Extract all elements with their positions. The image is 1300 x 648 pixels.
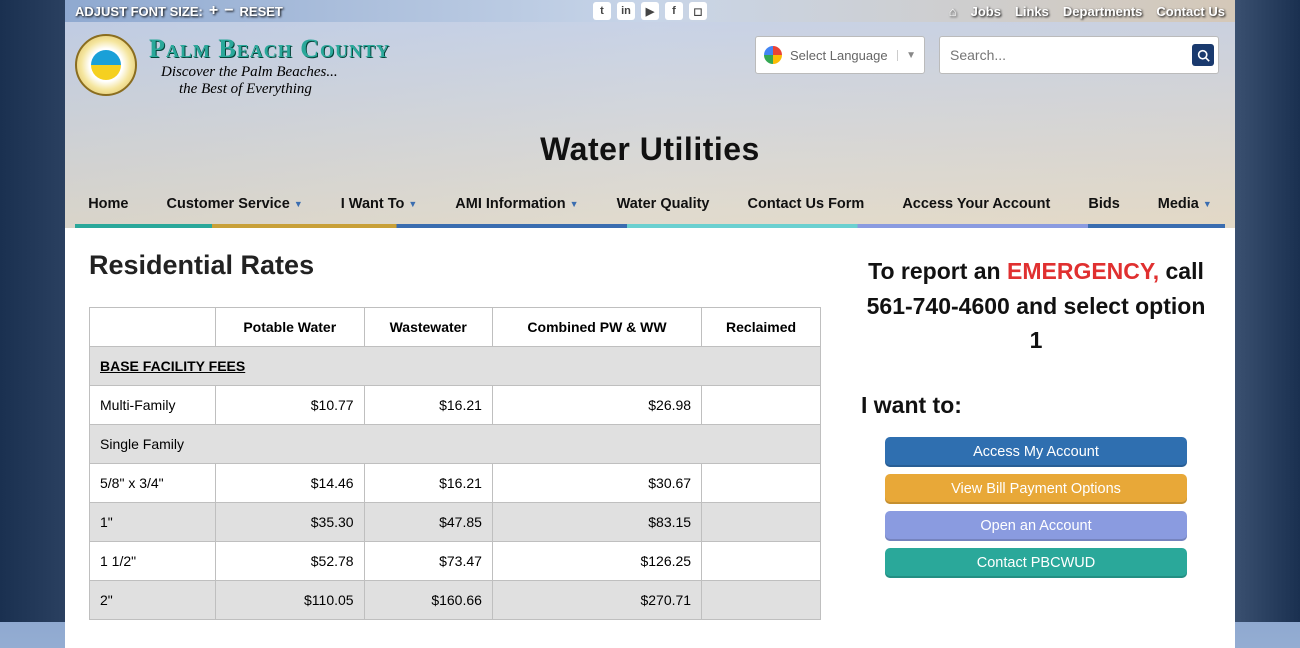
row-label: 1 1/2" — [90, 542, 216, 581]
row-label: Single Family — [90, 425, 821, 464]
font-plus-icon[interactable]: + — [209, 2, 218, 20]
nav-water-quality[interactable]: Water Quality — [617, 196, 710, 212]
nav-contact-form[interactable]: Contact Us Form — [748, 196, 865, 212]
nav-access-account[interactable]: Access Your Account — [902, 196, 1050, 212]
row-label: 5/8" x 3/4" — [90, 464, 216, 503]
row-value — [702, 581, 821, 620]
table-header-row: Potable Water Wastewater Combined PW & W… — [90, 308, 821, 347]
nav-customer-service[interactable]: Customer Service▼ — [167, 196, 303, 212]
row-value — [702, 464, 821, 503]
page-title: Residential Rates — [89, 250, 821, 281]
btn-access-account[interactable]: Access My Account — [885, 437, 1187, 467]
facebook-icon[interactable]: f — [665, 2, 683, 20]
nav-media[interactable]: Media▼ — [1158, 196, 1212, 212]
row-value: $26.98 — [492, 386, 701, 425]
brand-title: Palm Beach County — [149, 34, 390, 64]
row-label: 1" — [90, 503, 216, 542]
row-value: $35.30 — [215, 503, 364, 542]
chevron-down-icon: ▼ — [1203, 199, 1212, 209]
th-wastewater: Wastewater — [364, 308, 492, 347]
th-potable: Potable Water — [215, 308, 364, 347]
search-input[interactable] — [950, 47, 1192, 63]
search-button[interactable] — [1192, 44, 1214, 66]
section-label: BASE FACILITY FEES — [90, 347, 821, 386]
row-value: $16.21 — [364, 386, 492, 425]
table-body: BASE FACILITY FEES Multi-Family$10.77$16… — [90, 347, 821, 620]
th-blank — [90, 308, 216, 347]
row-value: $52.78 — [215, 542, 364, 581]
google-icon: G — [764, 46, 782, 64]
emergency-word: EMERGENCY, — [1007, 258, 1159, 284]
instagram-icon[interactable]: ◻ — [689, 2, 707, 20]
topbar: ADJUST FONT SIZE: + − RESET t in ▶ f ◻ ⌂… — [0, 0, 1300, 22]
row-value: $10.77 — [215, 386, 364, 425]
row-value: $14.46 — [215, 464, 364, 503]
chevron-down-icon: ▼ — [897, 50, 916, 61]
row-value: $270.71 — [492, 581, 701, 620]
language-select[interactable]: G Select Language ▼ — [755, 36, 925, 74]
emergency-line2: 561-740-4600 and select option 1 — [867, 293, 1206, 354]
topnav-jobs[interactable]: Jobs — [971, 4, 1001, 19]
emergency-notice: To report an EMERGENCY, call 561-740-460… — [861, 254, 1211, 358]
search-box — [939, 36, 1219, 74]
header: Palm Beach County Discover the Palm Beac… — [65, 22, 1235, 228]
twitter-icon[interactable]: t — [593, 2, 611, 20]
row-value: $160.66 — [364, 581, 492, 620]
row-value: $126.25 — [492, 542, 701, 581]
county-seal — [75, 34, 137, 96]
chevron-down-icon: ▼ — [294, 199, 303, 209]
social-icons: t in ▶ f ◻ — [593, 2, 707, 20]
language-label: Select Language — [790, 48, 888, 63]
navbar: Home Customer Service▼ I Want To▼ AMI In… — [75, 186, 1225, 228]
sidebar: To report an EMERGENCY, call 561-740-460… — [861, 250, 1211, 626]
row-label: 2" — [90, 581, 216, 620]
nav-bids[interactable]: Bids — [1088, 196, 1119, 212]
row-value: $110.05 — [215, 581, 364, 620]
btn-open-account[interactable]: Open an Account — [885, 511, 1187, 541]
youtube-icon[interactable]: ▶ — [641, 2, 659, 20]
nav-home[interactable]: Home — [88, 196, 128, 212]
btn-contact-pbcwud[interactable]: Contact PBCWUD — [885, 548, 1187, 578]
row-value: $16.21 — [364, 464, 492, 503]
table-row: 1 1/2"$52.78$73.47$126.25 — [90, 542, 821, 581]
adjust-font-label: ADJUST FONT SIZE: — [75, 4, 203, 19]
row-value — [702, 542, 821, 581]
chevron-down-icon: ▼ — [408, 199, 417, 209]
nav-i-want-to[interactable]: I Want To▼ — [341, 196, 418, 212]
content: Residential Rates Potable Water Wastewat… — [65, 228, 1235, 648]
chevron-down-icon: ▼ — [570, 199, 579, 209]
row-value: $47.85 — [364, 503, 492, 542]
linkedin-icon[interactable]: in — [617, 2, 635, 20]
table-row: Single Family — [90, 425, 821, 464]
main-column: Residential Rates Potable Water Wastewat… — [89, 250, 821, 626]
topnav-departments[interactable]: Departments — [1063, 4, 1142, 19]
btn-bill-payment[interactable]: View Bill Payment Options — [885, 474, 1187, 504]
department-title: Water Utilities — [75, 103, 1225, 186]
table-row: 5/8" x 3/4"$14.46$16.21$30.67 — [90, 464, 821, 503]
topnav-contact[interactable]: Contact Us — [1156, 4, 1225, 19]
th-reclaimed: Reclaimed — [702, 308, 821, 347]
topnav-links[interactable]: Links — [1015, 4, 1049, 19]
table-row: 2"$110.05$160.66$270.71 — [90, 581, 821, 620]
brand-tagline-2: the Best of Everything — [179, 81, 390, 98]
font-minus-icon[interactable]: − — [224, 2, 233, 20]
nav-ami[interactable]: AMI Information▼ — [455, 196, 578, 212]
font-reset-button[interactable]: RESET — [240, 4, 283, 19]
row-value: $83.15 — [492, 503, 701, 542]
brand-tagline-1: Discover the Palm Beaches... — [161, 64, 390, 81]
home-icon[interactable]: ⌂ — [949, 4, 957, 19]
table-row: Multi-Family$10.77$16.21$26.98 — [90, 386, 821, 425]
th-combined: Combined PW & WW — [492, 308, 701, 347]
i-want-to-title: I want to: — [861, 392, 1211, 419]
rates-table: Potable Water Wastewater Combined PW & W… — [89, 307, 821, 620]
table-section-row: BASE FACILITY FEES — [90, 347, 821, 386]
row-label: Multi-Family — [90, 386, 216, 425]
table-row: 1"$35.30$47.85$83.15 — [90, 503, 821, 542]
row-value — [702, 503, 821, 542]
row-value: $73.47 — [364, 542, 492, 581]
row-value — [702, 386, 821, 425]
row-value: $30.67 — [492, 464, 701, 503]
